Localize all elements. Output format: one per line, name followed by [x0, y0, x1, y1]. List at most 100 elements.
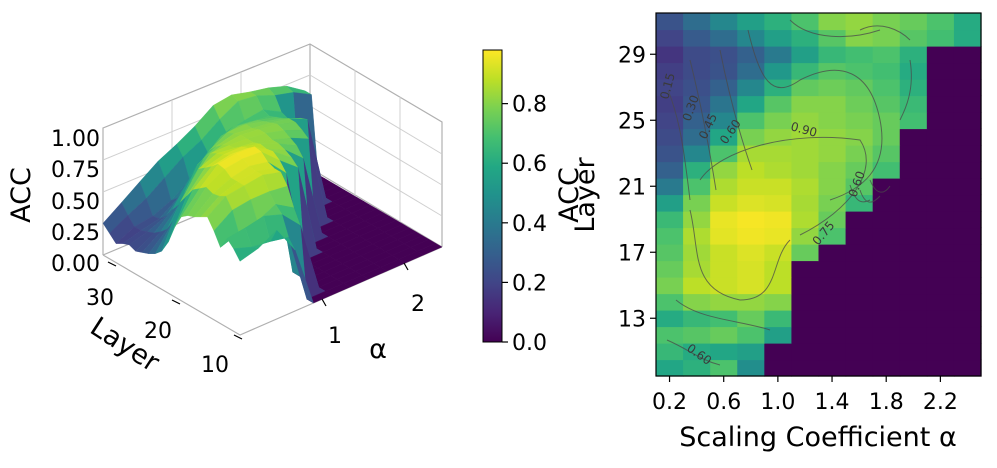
heatmap-cell — [683, 145, 711, 163]
heatmap-cell — [656, 128, 684, 146]
layer-tick-label: 20 — [144, 319, 172, 344]
heatmap-cell — [710, 277, 738, 295]
heatmap-cell — [791, 95, 820, 113]
heatmap-cell — [818, 112, 847, 130]
heatmap-cell — [791, 310, 820, 328]
heatmap-cell — [737, 359, 765, 377]
heatmap-cell — [737, 343, 765, 361]
heatmap-cell — [737, 62, 765, 80]
heatmap-cell — [764, 178, 793, 196]
heatmap-cell — [953, 343, 982, 361]
heatmap-cell — [791, 62, 820, 80]
heatmap-cell — [818, 227, 847, 245]
heatmap-cell — [818, 178, 847, 196]
heatmap-cell — [953, 178, 982, 196]
heatmap-cell — [899, 13, 928, 31]
heatmap-cell — [656, 227, 684, 245]
heatmap-cell — [899, 194, 928, 212]
heatmap-cell — [899, 277, 928, 295]
heatmap-chart: 0.15 0.30 0.45 0.60 0.90 0.75 0.60 0.60 … — [554, 12, 982, 453]
heatmap-cell — [845, 46, 874, 64]
heatmap-cell — [845, 145, 874, 163]
heatmap-cell — [845, 326, 874, 344]
colorbar-tick-label: 0.2 — [512, 271, 547, 296]
x-tick-label: 2.2 — [923, 390, 958, 415]
heatmap-cell — [953, 260, 982, 278]
heatmap-cell — [791, 46, 820, 64]
heatmap-cell — [656, 46, 684, 64]
heatmap-cell — [791, 244, 820, 262]
heatmap-cell — [656, 359, 684, 377]
heatmap-cell — [845, 62, 874, 80]
heatmap-cell — [764, 194, 793, 212]
heatmap-cell — [764, 277, 793, 295]
heatmap-cell — [764, 359, 793, 377]
heatmap-cell — [683, 178, 711, 196]
heatmap-cell — [818, 194, 847, 212]
heatmap-cell — [791, 359, 820, 377]
heatmap-cell — [737, 211, 765, 229]
heatmap-cell — [710, 211, 738, 229]
heatmap-cell — [737, 277, 765, 295]
y-tick-label: 17 — [618, 241, 646, 266]
heatmap-cell — [791, 277, 820, 295]
surface-3d-chart: 0.00 0.25 0.50 0.75 1.00 ACC 30 20 10 La… — [6, 43, 443, 379]
heatmap-cell — [872, 211, 901, 229]
heatmap-cell — [872, 277, 901, 295]
heatmap-cell — [683, 359, 711, 377]
heatmap-cell — [845, 260, 874, 278]
heatmap-cell — [656, 194, 684, 212]
heatmap-cell — [710, 227, 738, 245]
heatmap-cell — [683, 326, 711, 344]
heatmap-cell — [710, 46, 738, 64]
heatmap-cell — [845, 29, 874, 47]
heatmap-cell — [818, 326, 847, 344]
heatmap-cell — [656, 62, 684, 80]
colorbar-tick-label: 0.8 — [512, 93, 547, 118]
heatmap-cell — [872, 326, 901, 344]
contour-label: 0.15 — [657, 71, 677, 100]
heatmap-cell — [710, 194, 738, 212]
heatmap-cell — [899, 260, 928, 278]
heatmap-cell — [710, 359, 738, 377]
heatmap-cell — [899, 244, 928, 262]
heatmap-cell — [926, 310, 955, 328]
x-tick-label: 0.2 — [652, 390, 687, 415]
z-tick-label: 0.75 — [51, 158, 100, 183]
heatmap-cell — [953, 128, 982, 146]
heatmap-cell — [845, 277, 874, 295]
heatmap-cell — [683, 112, 711, 130]
y-tick-label: 29 — [618, 43, 646, 68]
heatmap-cell — [899, 29, 928, 47]
heatmap-cell — [764, 293, 793, 311]
heatmap-cell — [926, 244, 955, 262]
heatmap-cell — [764, 95, 793, 113]
heatmap-cell — [683, 211, 711, 229]
heatmap-cell — [764, 62, 793, 80]
heatmap-cell — [791, 211, 820, 229]
heatmap-cell — [710, 293, 738, 311]
heatmap-cell — [791, 13, 820, 31]
heatmap-cell — [899, 359, 928, 377]
heatmap-cell — [872, 13, 901, 31]
heatmap-cell — [899, 343, 928, 361]
heatmap-cell — [899, 112, 928, 130]
heatmap-cell — [683, 46, 711, 64]
heatmap-cell — [791, 343, 820, 361]
colorbar-tick-label: 0.4 — [512, 212, 547, 237]
heatmap-cell — [818, 310, 847, 328]
heatmap-cell — [953, 161, 982, 179]
heatmap-cell — [899, 79, 928, 97]
heatmap-cell — [791, 29, 820, 47]
heatmap-cell — [953, 310, 982, 328]
heatmap-cell — [683, 343, 711, 361]
heatmap-cell — [737, 194, 765, 212]
heatmap-cell — [683, 29, 711, 47]
heatmap-cell — [872, 194, 901, 212]
heatmap-cell — [953, 277, 982, 295]
heatmap-cell — [953, 211, 982, 229]
heatmap-cell — [710, 244, 738, 262]
heatmap-cell — [764, 310, 793, 328]
heatmap-cell — [872, 128, 901, 146]
heatmap-cell — [818, 260, 847, 278]
